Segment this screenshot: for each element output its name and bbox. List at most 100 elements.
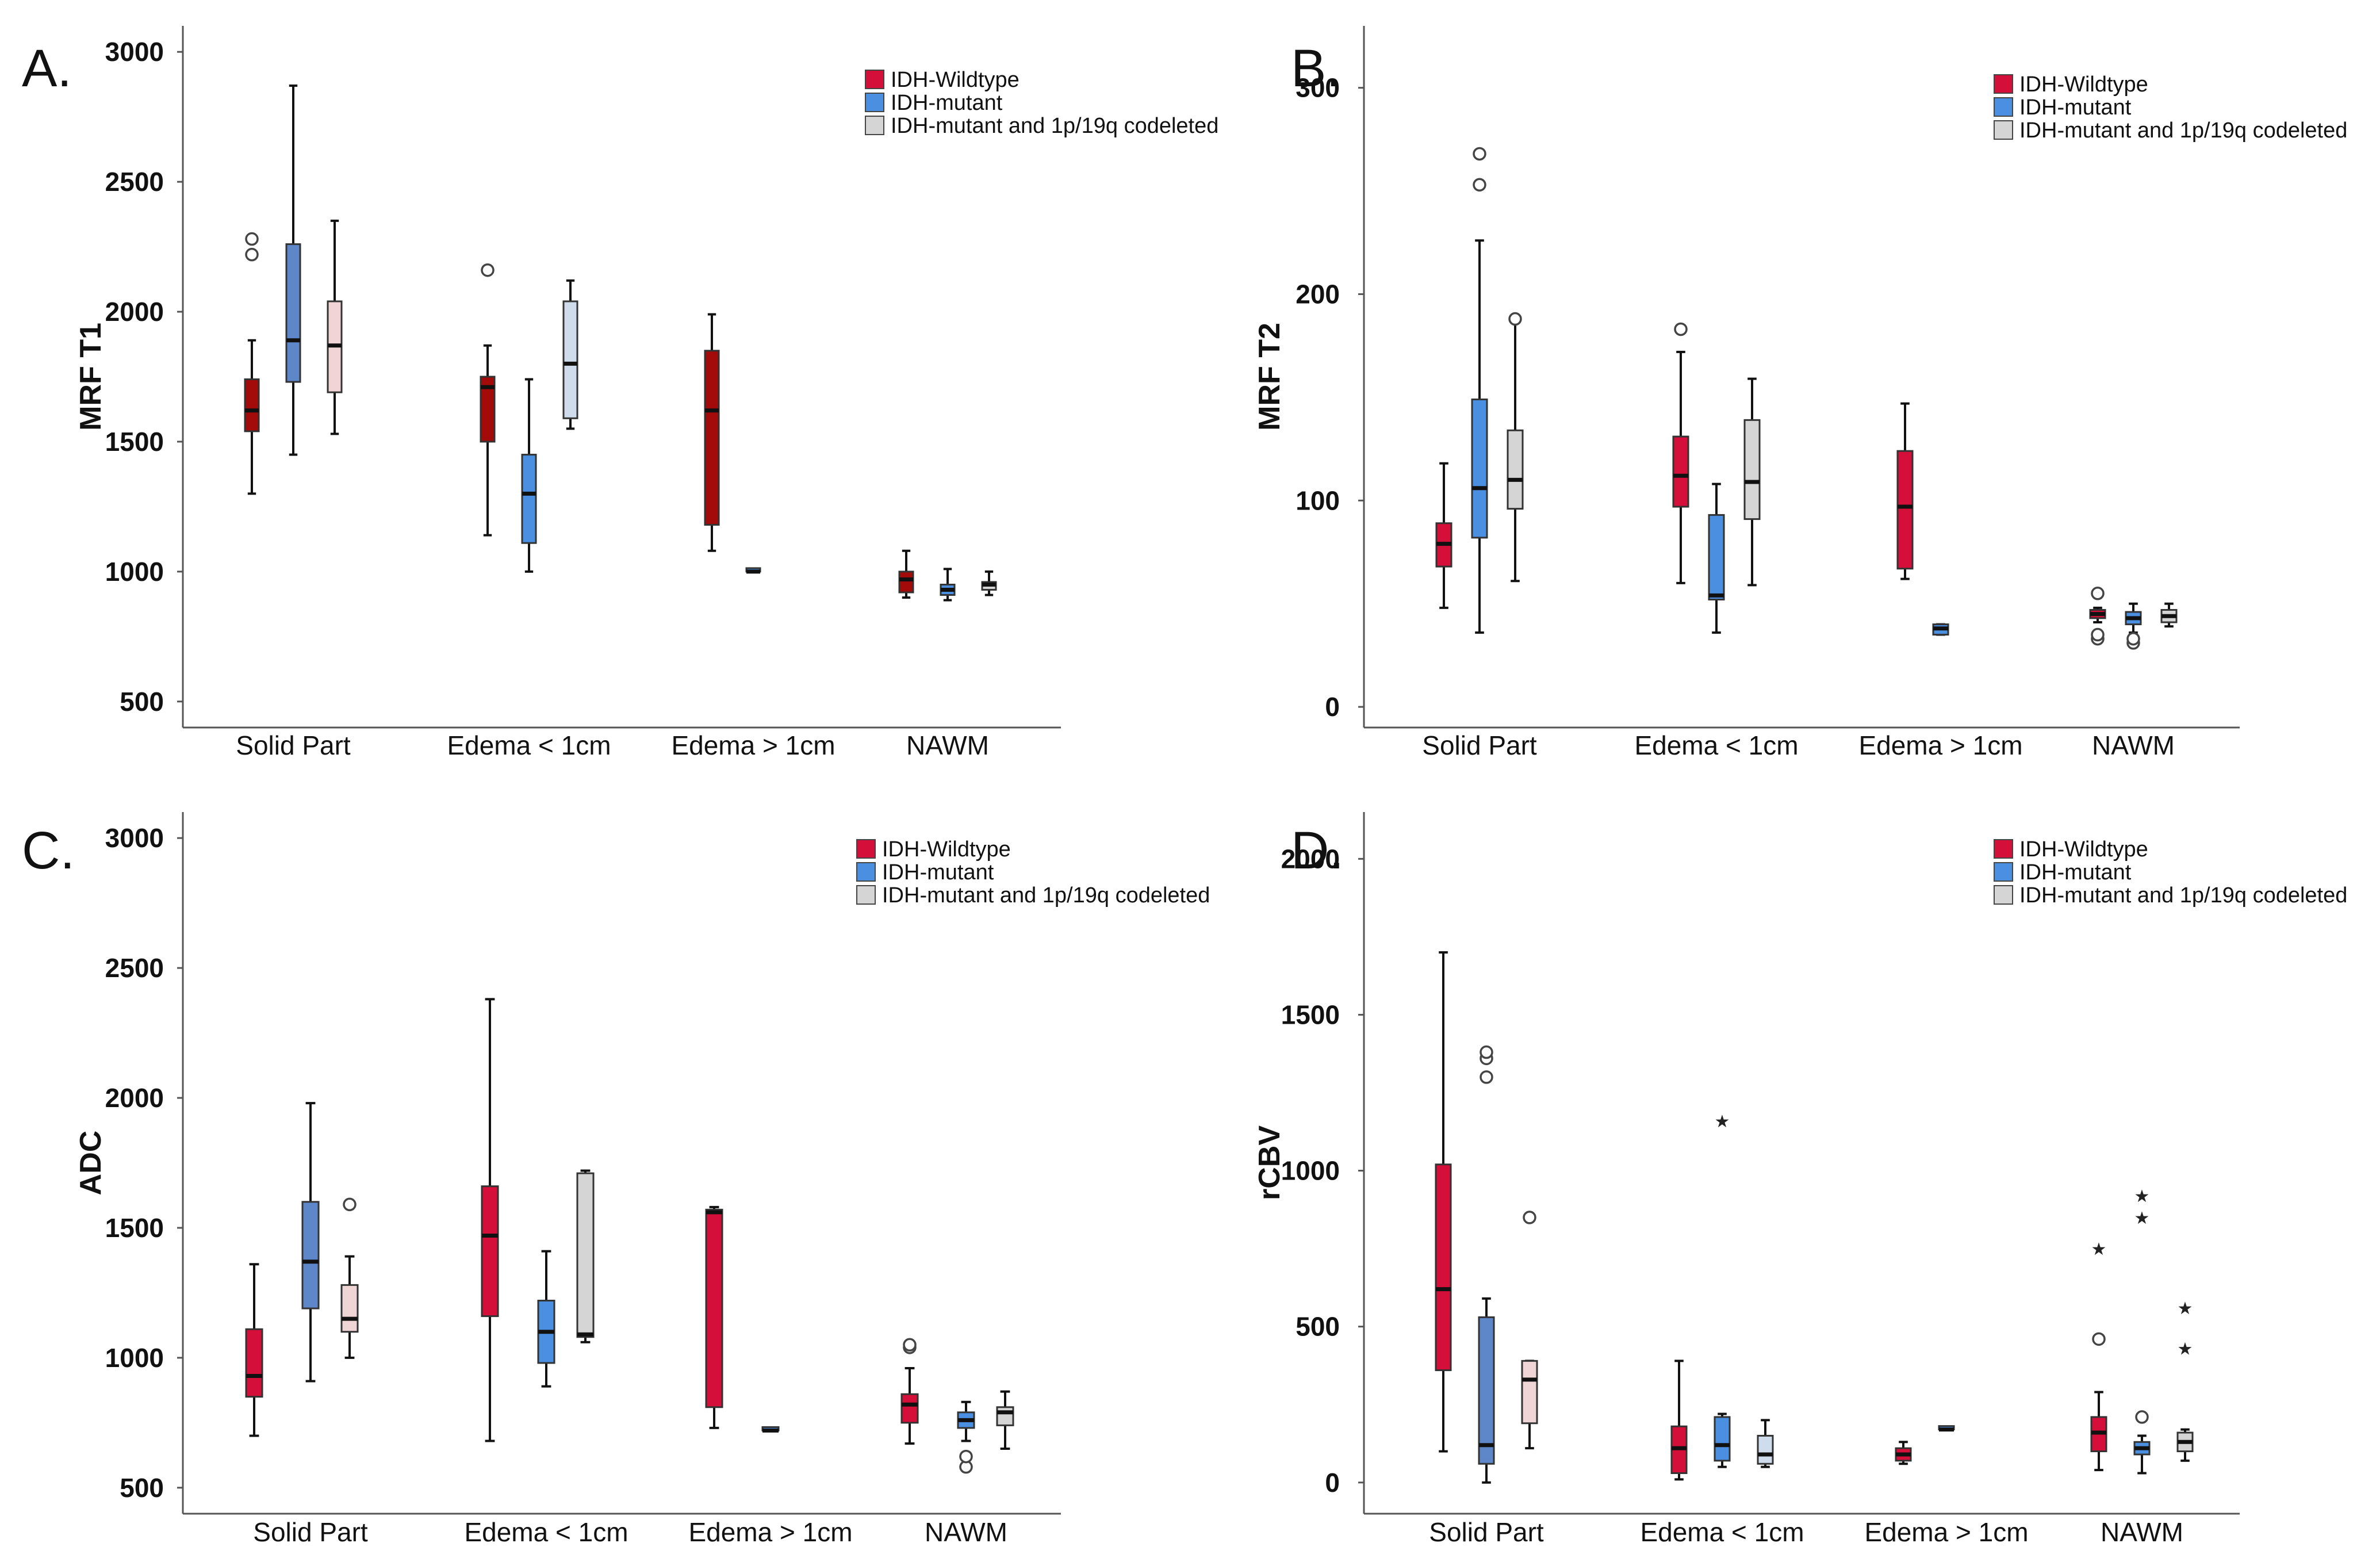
y-tick-label: 3000 — [105, 823, 164, 853]
outlier-point — [1480, 1070, 1493, 1084]
box-plot — [1435, 462, 1452, 609]
iqr-box — [481, 1185, 499, 1318]
panel-letter-d: D. — [1291, 821, 1344, 880]
outlier-point — [245, 247, 259, 262]
y-tick-label: 2000 — [105, 1083, 164, 1113]
legend-swatch — [1994, 120, 2013, 140]
box-plot — [1471, 147, 1488, 634]
iqr-box — [340, 1284, 359, 1333]
box-plot — [537, 1250, 555, 1388]
panel-letter-c: C. — [22, 821, 75, 880]
outlier-point — [343, 1197, 357, 1212]
outlier-point — [2091, 587, 2105, 600]
box-plot — [761, 1426, 780, 1433]
x-tick-label: Edema < 1cm — [464, 1517, 628, 1547]
outlier-point — [245, 232, 259, 246]
legend-swatch — [1994, 862, 2013, 882]
box-plot — [301, 1102, 320, 1383]
panel-b: B. MRF T2 0 100 200 300 Solid Part Edema < 1cm E… — [1253, 26, 2347, 760]
box-plot — [1895, 1441, 1912, 1465]
box-plot: ★ — [1714, 1112, 1731, 1468]
box-plot — [900, 1338, 919, 1445]
legend-label: IDH-mutant and 1p/19q codeleted — [2019, 883, 2347, 908]
outlier-point — [903, 1338, 917, 1352]
legend-label: IDH-mutant and 1p/19q codeleted — [882, 883, 1210, 908]
iqr-box — [1714, 1416, 1731, 1462]
box-plot — [1670, 1360, 1688, 1481]
box-plot — [745, 567, 761, 574]
box-plot — [521, 378, 537, 573]
legend-label: IDH-Wildtype — [2019, 72, 2148, 97]
outlier-point — [1480, 1045, 1493, 1059]
legend-label: IDH-Wildtype — [882, 837, 1011, 862]
y-tick-label: 100 — [1296, 485, 1340, 515]
legend-swatch — [865, 70, 884, 89]
y-tick-label: 1500 — [105, 427, 164, 457]
iqr-box — [996, 1406, 1014, 1426]
box-plot — [1435, 951, 1452, 1453]
box-plot — [957, 1400, 975, 1474]
outlier-point — [959, 1449, 973, 1464]
panel-letter-b: B. — [1291, 39, 1341, 98]
iqr-box — [562, 300, 578, 419]
outlier-point — [1674, 322, 1688, 336]
box-plot — [1896, 402, 1914, 580]
extreme-point: ★ — [2091, 1240, 2107, 1259]
box-plot — [1672, 322, 1689, 584]
y-tick-label: 0 — [1325, 1468, 1340, 1498]
outlier-point — [2135, 1410, 2149, 1424]
y-tick-label: 1000 — [1281, 1156, 1340, 1186]
y-axis-label-c: ADC — [74, 1131, 108, 1196]
extreme-point: ★ — [1715, 1112, 1730, 1131]
extreme-point: ★ — [2134, 1209, 2150, 1228]
x-tick-label: NAWM — [2092, 730, 2175, 760]
iqr-box — [1672, 435, 1689, 508]
box-plot — [1521, 1211, 1538, 1450]
y-tick-label: 2000 — [105, 297, 164, 327]
panel-c: C. ADC 500 1000 1500 2000 2500 3000 Solid Part Ed… — [22, 812, 1210, 1547]
outlier-point — [481, 263, 495, 277]
panel-a: A. MRF T1 500 1000 1500 2000 2500 3000 Solid Par… — [22, 26, 1218, 760]
iqr-box — [704, 350, 720, 526]
y-tick-label: 2000 — [1281, 844, 1340, 874]
legend-swatch — [856, 862, 876, 882]
x-tick-label: Edema > 1cm — [671, 730, 835, 760]
y-tick-label: 1500 — [1281, 1000, 1340, 1029]
iqr-box — [1896, 450, 1914, 570]
box-plot — [245, 1263, 263, 1437]
outlier-point — [2091, 627, 2105, 642]
outlier-point — [1508, 312, 1522, 326]
box-plot: ★★ — [2133, 1187, 2151, 1475]
x-tick-label: Edema > 1cm — [688, 1517, 852, 1547]
box-plot: ★★ — [2176, 1299, 2194, 1462]
y-tick-label: 3000 — [105, 37, 164, 67]
y-axis-label-a: MRF T1 — [74, 323, 108, 431]
box-plot — [1507, 312, 1524, 583]
legend-label: IDH-mutant — [882, 860, 994, 885]
x-tick-label: NAWM — [925, 1517, 1007, 1547]
y-axis-label-d: rCBV — [1253, 1125, 1286, 1200]
iqr-box — [900, 1393, 919, 1424]
legend-label: IDH-mutant — [891, 91, 1003, 115]
iqr-box — [1743, 419, 1761, 520]
legend-swatch — [1994, 97, 2013, 117]
iqr-box — [1478, 1316, 1495, 1465]
box-plot — [1743, 377, 1761, 587]
iqr-box — [1471, 398, 1488, 539]
panel-letter-a: A. — [22, 39, 72, 98]
y-tick-label: 1000 — [105, 1343, 164, 1373]
y-tick-label: 2500 — [105, 953, 164, 983]
box-plot — [940, 568, 956, 602]
x-tick-label: Solid Part — [1422, 730, 1537, 760]
box-plot: ★ — [2090, 1240, 2107, 1472]
y-tick-label: 500 — [1296, 1312, 1340, 1342]
y-tick-label: 500 — [120, 687, 164, 717]
box-plot — [2125, 602, 2142, 650]
legend-swatch — [1994, 839, 2013, 859]
box-plot — [480, 263, 496, 537]
box-plot — [340, 1197, 359, 1359]
iqr-box — [521, 454, 537, 544]
